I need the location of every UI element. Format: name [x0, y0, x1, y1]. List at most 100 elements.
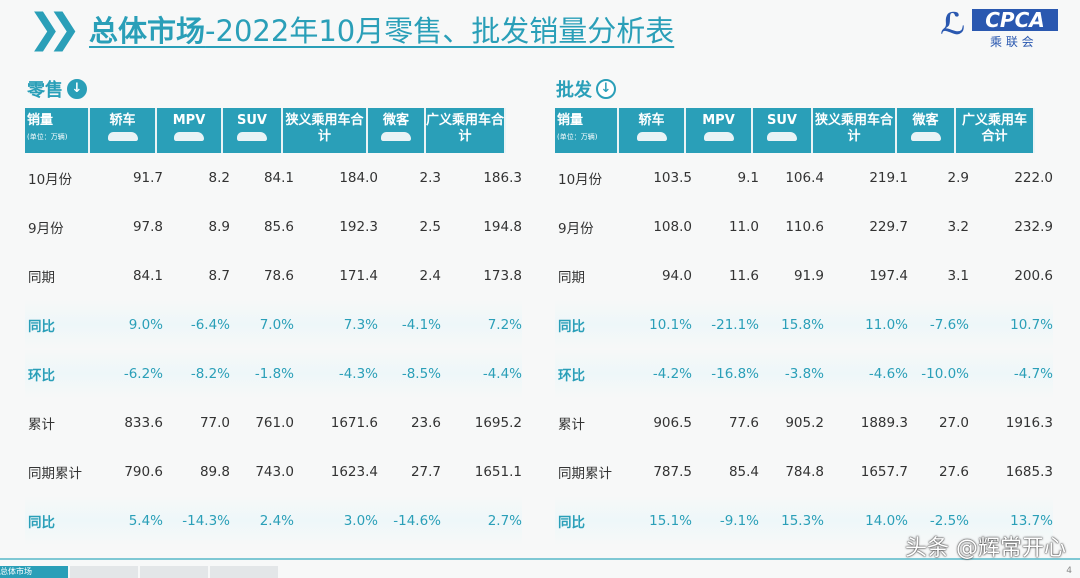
- cell-value: -6.2%: [123, 365, 163, 382]
- cell-value: 184.0: [339, 169, 378, 186]
- cell-value: 2.9: [947, 169, 969, 186]
- cell-value: 3.0%: [343, 512, 378, 529]
- title-rest: -2022年10月零售、批发销量分析表: [205, 14, 675, 48]
- row-label: 9月份: [28, 220, 64, 237]
- table-row: 同比 15.1% -9.1% 15.3% 14.0% -2.5% 13.7%: [555, 496, 1053, 545]
- car-icon: [381, 132, 411, 141]
- table-row: 环比 -6.2% -8.2% -1.8% -4.3% -8.5% -4.4%: [25, 349, 522, 398]
- row-label: 同期: [28, 269, 55, 286]
- car-icon: [107, 132, 138, 141]
- row-label: 累计: [28, 416, 55, 433]
- header-col: SUV: [753, 108, 813, 153]
- cell-value: 7.2%: [487, 316, 522, 333]
- cell-value: 15.8%: [781, 316, 824, 333]
- cell-value: 833.6: [124, 414, 163, 431]
- footer-tab[interactable]: [70, 566, 138, 578]
- cell-value: 11.0%: [865, 316, 908, 333]
- title-bold: 总体市场: [89, 14, 206, 48]
- table-row: 同期累计 790.6 89.8 743.0 1623.4 27.7 1651.1: [25, 447, 522, 496]
- cell-value: -4.1%: [401, 316, 441, 333]
- cell-value: -2.5%: [929, 512, 969, 529]
- cell-value: 192.3: [339, 218, 378, 235]
- cell-value: 1889.3: [860, 414, 908, 431]
- cell-value: 1695.2: [474, 414, 522, 431]
- header-label: 销量 (单位：万辆): [25, 108, 90, 153]
- page-title: ❯❯ 总体市场-2022年10月零售、批发销量分析表: [28, 8, 674, 50]
- header-col: MPV: [157, 108, 223, 153]
- cell-value: 2.4%: [259, 512, 294, 529]
- cell-value: -4.2%: [652, 365, 692, 382]
- car-icon: [703, 132, 734, 141]
- cell-value: 78.6: [263, 267, 294, 284]
- cell-value: 84.1: [132, 267, 163, 284]
- cell-value: -7.6%: [929, 316, 969, 333]
- car-icon: [636, 132, 667, 141]
- table-row: 同比 9.0% -6.4% 7.0% 7.3% -4.1% 7.2%: [25, 300, 522, 349]
- row-label: 10月份: [28, 171, 73, 188]
- cell-value: 84.1: [263, 169, 294, 186]
- header-col: 广义乘用车合计: [956, 108, 1035, 153]
- cell-value: 219.1: [869, 169, 908, 186]
- arrow-down-icon: ↓: [596, 79, 616, 99]
- row-label: 累计: [558, 416, 585, 433]
- cell-value: 906.5: [653, 414, 692, 431]
- table-row: 同期 94.0 11.6 91.9 197.4 3.1 200.6: [555, 251, 1053, 300]
- row-label: 同期累计: [28, 465, 82, 482]
- cell-value: 3.1: [947, 267, 969, 284]
- cell-value: 10.1%: [649, 316, 692, 333]
- cell-value: 91.9: [793, 267, 824, 284]
- table-row: 9月份 108.0 11.0 110.6 229.7 3.2 232.9: [555, 202, 1053, 251]
- cell-value: 89.8: [199, 463, 230, 480]
- cell-value: 232.9: [1014, 218, 1053, 235]
- cell-value: 787.5: [653, 463, 692, 480]
- cell-value: 186.3: [483, 169, 522, 186]
- cell-value: -6.4%: [190, 316, 230, 333]
- cell-value: -3.8%: [784, 365, 824, 382]
- cell-value: -16.8%: [711, 365, 759, 382]
- cell-value: -8.5%: [401, 365, 441, 382]
- cell-value: 743.0: [255, 463, 294, 480]
- cell-value: 761.0: [255, 414, 294, 431]
- cell-value: 8.7: [208, 267, 230, 284]
- cell-value: -4.4%: [482, 365, 522, 382]
- car-icon: [767, 132, 797, 141]
- table-row: 10月份 103.5 9.1 106.4 219.1 2.9 222.0: [555, 153, 1053, 202]
- car-icon: [174, 132, 204, 141]
- cell-value: -4.7%: [1013, 365, 1053, 382]
- row-label: 同比: [558, 318, 585, 335]
- cell-value: 97.8: [132, 218, 163, 235]
- cell-value: 77.6: [728, 414, 759, 431]
- watermark: 头条 @辉常开心: [905, 536, 1066, 561]
- header-col: 轿车: [90, 108, 157, 153]
- cell-value: 9.1: [737, 169, 759, 186]
- cell-value: 2.7%: [487, 512, 522, 529]
- cell-value: -14.3%: [182, 512, 230, 529]
- cell-value: 110.6: [785, 218, 824, 235]
- cell-value: 1671.6: [330, 414, 378, 431]
- cell-value: 13.7%: [1010, 512, 1053, 529]
- header-col: MPV: [686, 108, 753, 153]
- cell-value: 5.4%: [128, 512, 163, 529]
- cell-value: 2.4: [419, 267, 441, 284]
- cpca-logo: ℒ CPCA 乘 联 会: [940, 5, 1060, 50]
- cell-value: 106.4: [785, 169, 824, 186]
- cell-value: -1.8%: [254, 365, 294, 382]
- cell-value: 91.7: [132, 169, 163, 186]
- footer-tab[interactable]: [210, 566, 278, 578]
- cell-value: -9.1%: [719, 512, 759, 529]
- header-col: 广义乘用车合计: [426, 108, 506, 153]
- footer-tab[interactable]: [140, 566, 208, 578]
- cell-value: 11.6: [728, 267, 759, 284]
- table-row: 同比 5.4% -14.3% 2.4% 3.0% -14.6% 2.7%: [25, 496, 522, 545]
- footer-tab[interactable]: 总体市场: [0, 566, 68, 578]
- cell-value: 8.2: [208, 169, 230, 186]
- cell-value: 27.0: [938, 414, 969, 431]
- cell-value: 173.8: [483, 267, 522, 284]
- row-label: 同期: [558, 269, 585, 286]
- cell-value: 3.2: [947, 218, 969, 235]
- wholesale-table: 销量 (单位：万辆) 轿车 MPV SUV 狭义乘用车合计 微客 广义乘用车合计 10月份 103…: [555, 108, 1053, 545]
- cell-value: -4.3%: [338, 365, 378, 382]
- cell-value: 94.0: [661, 267, 692, 284]
- table-header: 销量 (单位：万辆) 轿车 MPV SUV 狭义乘用车合计 微客 广义乘用车合计: [25, 108, 522, 153]
- cell-value: 14.0%: [865, 512, 908, 529]
